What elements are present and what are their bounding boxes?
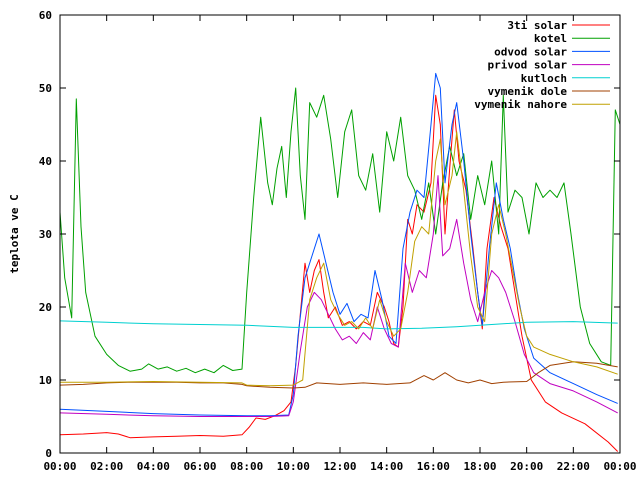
series-line-3ti-solar [59,94,619,452]
y-tick-label: 0 [45,447,52,460]
x-tick-label: 16:00 [417,460,450,473]
y-tick-label: 30 [39,228,52,241]
axis-ticks [59,14,621,454]
y-tick-label: 60 [39,9,52,22]
series-line-odvod-solar [59,72,618,417]
y-tick-label: 10 [39,374,52,387]
x-tick-label: 04:00 [137,460,170,473]
x-tick-label: 10:00 [277,460,310,473]
y-tick-label: 40 [39,155,52,168]
legend-label: odvod solar [494,45,567,58]
x-tick-labels: 00:00 02:00 04:00 06:00 08:00 10:00 12:00 14:00… [43,460,636,473]
y-tick-label: 20 [39,301,52,314]
series-line-kutloch [59,320,618,330]
x-tick-label: 12:00 [323,460,356,473]
x-tick-label: 06:00 [183,460,216,473]
legend-label: vymenik nahore [474,98,567,111]
series-line-kotel [59,87,621,374]
x-tick-label: 08:00 [230,460,263,473]
legend-label: vymenik dole [488,85,568,98]
y-tick-label: 50 [39,82,52,95]
x-tick-label: 20:00 [510,460,543,473]
legend-label: privod solar [488,59,568,72]
x-tick-label: 14:00 [370,460,403,473]
x-tick-label: 02:00 [90,460,123,473]
series-line-vymenik-nahore [60,131,618,387]
x-tick-label: 00:00 [43,460,76,473]
legend-label: kutloch [521,72,567,85]
legend-label: kotel [534,32,567,45]
x-tick-label: 22:00 [557,460,590,473]
series-line-privod-solar [59,175,618,417]
y-tick-labels: 0 10 20 30 40 50 60 [39,9,52,460]
x-tick-label: 00:00 [603,460,636,473]
x-tick-label: 18:00 [463,460,496,473]
y-axis-label: teplota ve C [8,194,21,273]
legend-label: 3ti solar [507,19,567,32]
